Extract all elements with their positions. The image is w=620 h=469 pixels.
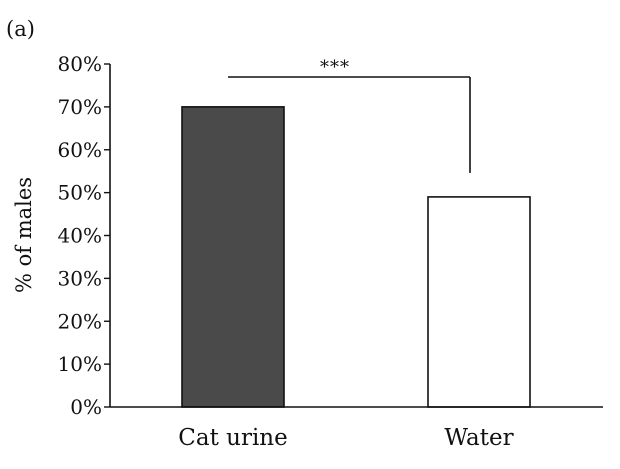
y-tick-label: 20% [58,309,102,333]
y-tick-label: 30% [58,266,102,290]
y-tick-label: 50% [58,181,102,205]
y-axis-ticks: 0% 10% 20% 30% 40% 50% 60% 70% 80% [58,52,110,419]
category-label: Cat urine [178,425,287,451]
significance-label: *** [320,57,350,78]
y-tick-label: 60% [58,138,102,162]
panel-label: (a) [6,17,35,41]
significance-bracket: *** [228,57,471,173]
bar-water [427,196,531,408]
y-tick-label: 0% [70,395,102,419]
y-axis-title: % of males [12,177,36,293]
y-tick-label: 40% [58,224,102,248]
y-tick-label: 80% [58,52,102,76]
category-label: Water [444,425,513,451]
y-tick-label: 10% [58,352,102,376]
y-tick-label: 70% [58,95,102,119]
bars [181,106,531,408]
bar-cat-urine [181,106,285,408]
category-labels: Cat urine Water [178,425,513,451]
